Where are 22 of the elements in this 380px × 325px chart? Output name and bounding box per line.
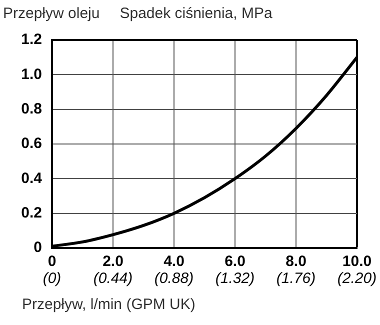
x-tick-label: 10.0 <box>342 253 372 270</box>
x-tick-label: 6.0 <box>224 253 246 270</box>
y-tick-label: 1.2 <box>21 31 42 48</box>
y-axis-title: Spadek ciśnienia, MPa <box>120 5 272 22</box>
x2-tick-label: (0.88) <box>154 270 194 288</box>
y-tick-label: 0.4 <box>21 170 43 187</box>
y-tick-label: 1.0 <box>21 66 42 83</box>
x-tick-label: 2.0 <box>102 253 124 270</box>
x-tick-label: 8.0 <box>286 253 306 270</box>
y-tick-label: 0.2 <box>21 204 42 222</box>
y-tick-label: 0.6 <box>21 135 42 152</box>
x2-tick-label: (1.76) <box>276 270 316 288</box>
chart-title: Przepływ oleju <box>3 5 100 22</box>
x-tick-label: 0 <box>48 253 56 270</box>
x2-tick-label: (0.44) <box>93 270 133 288</box>
x2-tick-label: (2.20) <box>337 270 377 288</box>
x2-tick-label: (0) <box>42 270 62 288</box>
x-axis-title: Przepływ, l/min (GPM UK) <box>22 296 196 313</box>
y-tick-label: 0.8 <box>21 100 42 118</box>
x-tick-label: 4.0 <box>164 253 184 270</box>
y-tick-label: 0 <box>34 239 42 256</box>
x2-tick-label: (1.32) <box>215 270 255 288</box>
